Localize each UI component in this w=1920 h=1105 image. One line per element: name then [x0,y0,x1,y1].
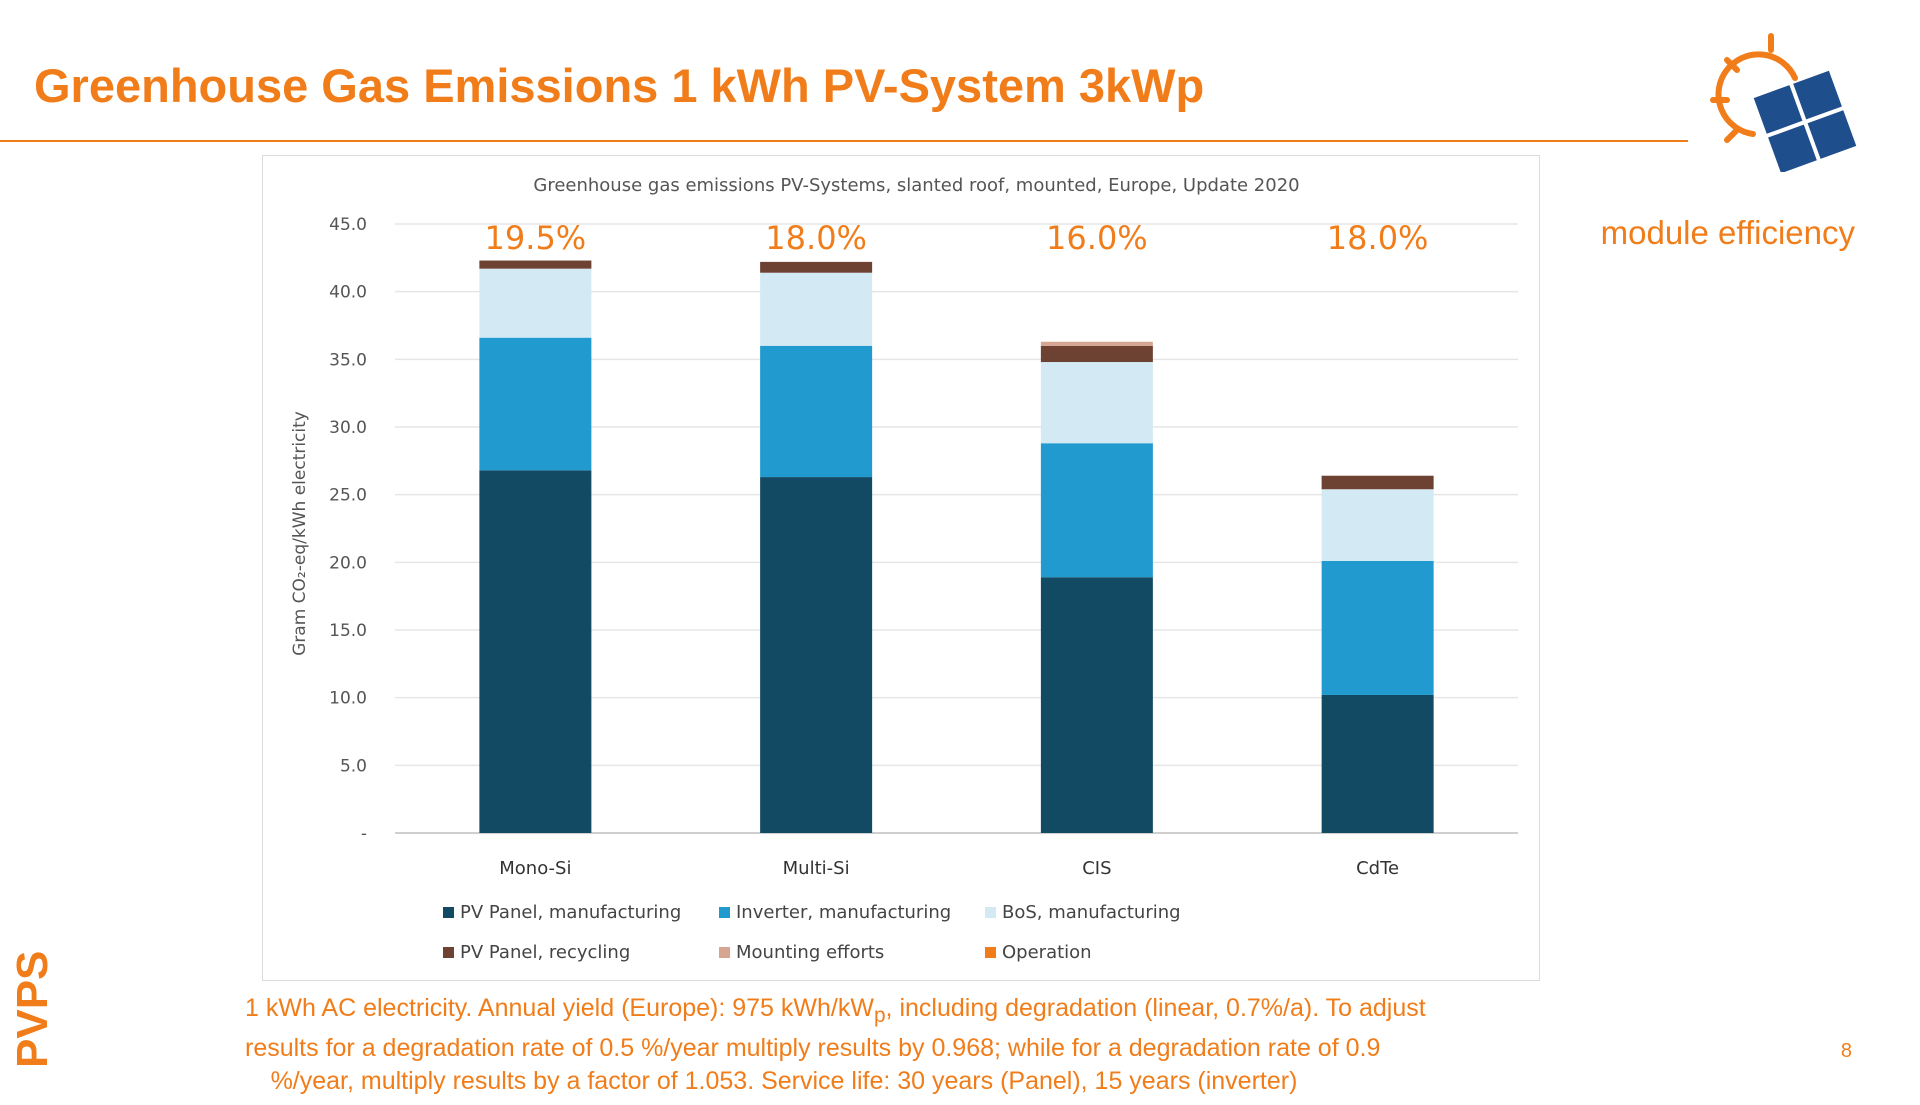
y-tick-label: 5.0 [340,756,367,776]
bar-segment [1321,560,1434,695]
legend-swatch [443,907,454,918]
legend-label: PV Panel, recycling [460,942,630,963]
bar-segment [1321,475,1434,490]
y-tick-label: 20.0 [329,553,367,573]
chart-title: Greenhouse gas emissions PV-Systems, sla… [533,175,1299,196]
legend-swatch [985,907,996,918]
y-tick-label: - [361,824,367,844]
footnote-line-1a: 1 kWh AC electricity. Annual yield (Euro… [245,994,874,1022]
y-tick-label: 40.0 [329,283,367,303]
bar-segment [479,470,592,833]
efficiency-annotation: 16.0% [1046,219,1148,257]
bar-segment [760,345,873,478]
y-axis-label: Gram CO₂-eq/kWh electricity [290,411,310,656]
page-number: 8 [1840,1040,1852,1062]
footnote: 1 kWh AC electricity. Annual yield (Euro… [245,992,1426,1098]
pvps-sun-panel-logo [1710,33,1857,172]
y-tick-label: 30.0 [329,418,367,438]
bar-segment [1040,362,1153,444]
footnote-line-2: results for a degradation rate of 0.5 %/… [245,1034,1381,1062]
bar-segment [1040,577,1153,833]
chart-frame: Greenhouse gas emissions PV-Systems, sla… [262,155,1540,981]
stacked-bar-chart: Greenhouse gas emissions PV-Systems, sla… [290,175,1518,963]
efficiency-annotation: 18.0% [1327,219,1429,257]
bar-segment [1321,694,1434,833]
footnote-line-1b: , including degradation (linear, 0.7%/a)… [885,994,1426,1022]
x-tick-label: Multi-Si [783,858,850,879]
x-tick-label: CdTe [1356,858,1399,879]
legend-swatch [719,907,730,918]
footnote-line-3: %/year, multiply results by a factor of … [270,1067,1298,1095]
bar-segment [479,260,592,269]
bar-segment [479,337,592,471]
bar-segment [1040,345,1153,363]
bar-segment [1321,489,1434,561]
legend-label: BoS, manufacturing [1002,902,1181,923]
bar-segment [1040,443,1153,578]
footnote-subscript: p [873,1004,886,1027]
y-tick-label: 45.0 [329,215,367,235]
legend-swatch [719,947,730,958]
bar-segment [760,272,873,346]
pvps-brand-label: PVPS [8,950,57,1068]
bar-segment [760,477,873,833]
legend-label: PV Panel, manufacturing [460,902,681,923]
footnote-line-1: 1 kWh AC electricity. Annual yield (Euro… [245,992,1426,1032]
y-tick-label: 35.0 [329,350,367,370]
x-tick-label: Mono-Si [499,858,571,879]
legend-label: Inverter, manufacturing [736,902,951,923]
slide-title: Greenhouse Gas Emissions 1 kWh PV-System… [34,59,1205,112]
efficiency-annotation: 18.0% [765,219,867,257]
legend-swatch [443,947,454,958]
y-tick-label: 25.0 [329,486,367,506]
y-tick-label: 10.0 [329,689,367,709]
bar-segment [479,268,592,338]
bar-segment [1040,341,1153,346]
x-tick-label: CIS [1082,858,1111,879]
title-divider [0,140,1688,142]
legend-label: Mounting efforts [736,942,884,963]
bar-segment [760,261,873,273]
y-tick-label: 15.0 [329,621,367,641]
legend-swatch [985,947,996,958]
legend-label: Operation [1002,942,1092,963]
module-efficiency-label: module efficiency [1600,214,1855,251]
efficiency-annotation: 19.5% [485,219,587,257]
